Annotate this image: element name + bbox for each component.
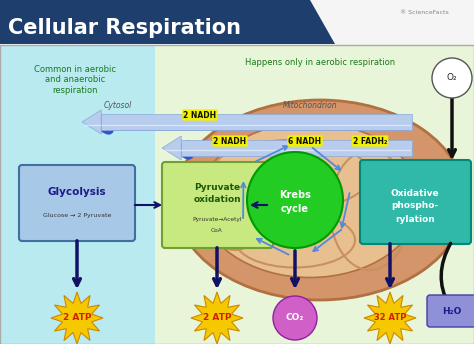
Polygon shape bbox=[364, 292, 416, 344]
Bar bbox=[0, 45, 474, 344]
Bar bbox=[155, 45, 474, 344]
Text: 6 NADH: 6 NADH bbox=[289, 137, 321, 146]
Circle shape bbox=[247, 152, 343, 248]
Text: 2 ATP: 2 ATP bbox=[203, 313, 231, 323]
Text: rylation: rylation bbox=[395, 215, 435, 224]
Bar bbox=[181, 140, 412, 156]
Text: phospho-: phospho- bbox=[392, 202, 438, 211]
Text: 2 NADH: 2 NADH bbox=[213, 137, 246, 146]
Text: 32 ATP: 32 ATP bbox=[374, 313, 406, 323]
Text: 2 FADH₂: 2 FADH₂ bbox=[353, 137, 387, 146]
Bar bbox=[0, 0, 310, 44]
Bar bbox=[0, 45, 155, 344]
Text: H₂O: H₂O bbox=[442, 307, 462, 315]
Bar bbox=[101, 114, 412, 130]
Text: 2 NADH: 2 NADH bbox=[183, 110, 217, 119]
Text: Glucose → 2 Pyruvate: Glucose → 2 Pyruvate bbox=[43, 213, 111, 217]
Text: CoA: CoA bbox=[211, 227, 223, 233]
FancyBboxPatch shape bbox=[360, 160, 471, 244]
Circle shape bbox=[273, 296, 317, 340]
Polygon shape bbox=[162, 136, 181, 160]
Text: Common in aerobic
and anaerobic
respiration: Common in aerobic and anaerobic respirat… bbox=[34, 65, 116, 95]
Text: Krebs: Krebs bbox=[279, 190, 311, 200]
Polygon shape bbox=[0, 0, 335, 44]
Text: Happens only in aerobic respiration: Happens only in aerobic respiration bbox=[245, 58, 395, 67]
FancyBboxPatch shape bbox=[427, 295, 474, 327]
Ellipse shape bbox=[200, 122, 420, 278]
Polygon shape bbox=[51, 292, 103, 344]
Text: oxidation: oxidation bbox=[193, 195, 241, 204]
Text: cycle: cycle bbox=[281, 204, 309, 214]
Polygon shape bbox=[82, 110, 101, 134]
Circle shape bbox=[432, 58, 472, 98]
Polygon shape bbox=[191, 292, 243, 344]
Text: Pyruvate→Acetyl: Pyruvate→Acetyl bbox=[192, 217, 242, 223]
FancyBboxPatch shape bbox=[19, 165, 135, 241]
Text: CO₂: CO₂ bbox=[286, 313, 304, 323]
Ellipse shape bbox=[175, 100, 465, 300]
Text: Pyruvate: Pyruvate bbox=[194, 183, 240, 193]
Text: Oxidative: Oxidative bbox=[391, 189, 439, 197]
Text: Cellular Respiration: Cellular Respiration bbox=[8, 18, 241, 38]
FancyBboxPatch shape bbox=[162, 162, 273, 248]
Text: Mitochondrion: Mitochondrion bbox=[283, 100, 337, 109]
Text: ® ScienceFacts: ® ScienceFacts bbox=[400, 10, 449, 14]
Text: Glycolysis: Glycolysis bbox=[48, 187, 106, 197]
Text: 2 ATP: 2 ATP bbox=[63, 313, 91, 323]
Text: O₂: O₂ bbox=[447, 74, 457, 83]
Text: Cytosol: Cytosol bbox=[104, 100, 132, 109]
